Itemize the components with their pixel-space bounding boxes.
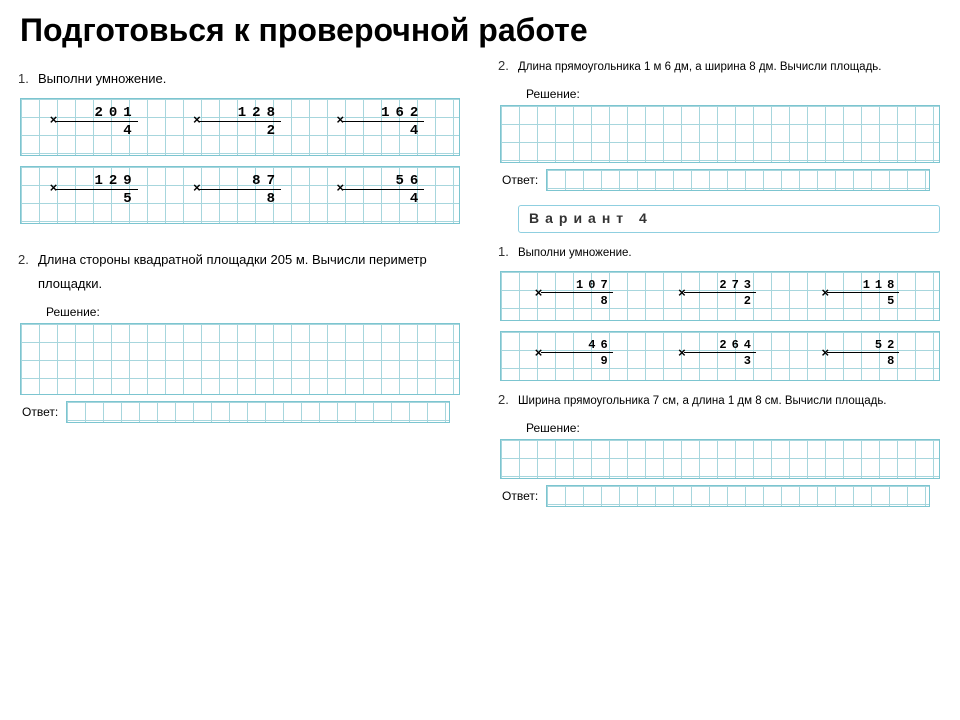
- mult-problem: × 128 2: [195, 103, 285, 143]
- task-number: 1.: [18, 71, 38, 86]
- mult-top: 52: [827, 338, 899, 352]
- answer-row: Ответ:: [502, 485, 950, 507]
- left-task1-line: 1. Выполни умножение.: [18, 67, 470, 92]
- solution-label: Решение:: [526, 87, 950, 101]
- mult-bot: 2: [199, 121, 281, 139]
- mult-problem: × 129 5: [52, 171, 142, 211]
- right-column: 2. Длина прямоугольника 1 м 6 дм, а шири…: [480, 49, 960, 719]
- task-text: Ширина прямоугольника 7 см, а длина 1 дм…: [518, 391, 887, 413]
- multiply-sign: ×: [678, 286, 686, 301]
- mult-top: 264: [684, 338, 756, 352]
- multiply-sign: ×: [50, 181, 58, 196]
- answer-grid[interactable]: [546, 169, 930, 191]
- mult-bot: 8: [199, 189, 281, 207]
- multiply-sign: ×: [535, 286, 543, 301]
- mult-top: 56: [342, 173, 424, 189]
- multiply-sign: ×: [535, 346, 543, 361]
- mult-top: 162: [342, 105, 424, 121]
- mult-bot: 5: [827, 292, 899, 308]
- solution-grid[interactable]: [500, 439, 940, 479]
- task-number: 2.: [18, 252, 38, 267]
- mult-problem: × 273 2: [680, 276, 760, 312]
- multiply-sign: ×: [821, 346, 829, 361]
- mult-bot: 3: [684, 352, 756, 368]
- mult-top: 87: [199, 173, 281, 189]
- left-mult-panel-1: × 201 4 × 128 2 × 162 4: [20, 98, 460, 156]
- mult-row: × 201 4 × 128 2 × 162 4: [21, 99, 459, 147]
- mult-bot: 4: [342, 189, 424, 207]
- mult-top: 201: [56, 105, 138, 121]
- mult-problem: × 52 8: [823, 336, 903, 372]
- content-columns: 1. Выполни умножение. × 201 4 × 128 2 × …: [0, 49, 960, 719]
- mult-row: × 129 5 × 87 8 × 56 4: [21, 167, 459, 215]
- variant-header: Вариант 4: [518, 205, 940, 233]
- mult-problem: × 87 8: [195, 171, 285, 211]
- mult-bot: 5: [56, 189, 138, 207]
- solution-grid[interactable]: [20, 323, 460, 395]
- answer-grid[interactable]: [546, 485, 930, 507]
- mult-top: 107: [541, 278, 613, 292]
- multiply-sign: ×: [193, 113, 201, 128]
- mult-bot: 2: [684, 292, 756, 308]
- mult-row: × 107 8 × 273 2 × 118 5: [501, 272, 939, 316]
- mult-problem: × 46 9: [537, 336, 617, 372]
- mult-bot: 4: [56, 121, 138, 139]
- task-text: Длина стороны квадратной площадки 205 м.…: [38, 248, 438, 297]
- solution-grid[interactable]: [500, 105, 940, 163]
- solution-label: Решение:: [46, 305, 470, 319]
- right-mult-panel-1: × 107 8 × 273 2 × 118 5: [500, 271, 940, 321]
- mult-problem: × 107 8: [537, 276, 617, 312]
- mult-problem: × 162 4: [338, 103, 428, 143]
- right-task1-line: 1. Выполни умножение.: [498, 243, 950, 265]
- answer-label: Ответ:: [502, 173, 538, 187]
- mult-bot: 9: [541, 352, 613, 368]
- task-text: Длина прямоугольника 1 м 6 дм, а ширина …: [518, 57, 881, 79]
- left-column: 1. Выполни умножение. × 201 4 × 128 2 × …: [0, 49, 480, 719]
- answer-row: Ответ:: [22, 401, 470, 423]
- mult-problem: × 118 5: [823, 276, 903, 312]
- multiply-sign: ×: [50, 113, 58, 128]
- answer-grid[interactable]: [66, 401, 450, 423]
- mult-bot: 4: [342, 121, 424, 139]
- mult-top: 118: [827, 278, 899, 292]
- right-task2-top-line: 2. Длина прямоугольника 1 м 6 дм, а шири…: [498, 57, 950, 79]
- multiply-sign: ×: [678, 346, 686, 361]
- variant-label: Вариант 4: [529, 210, 653, 226]
- mult-bot: 8: [827, 352, 899, 368]
- mult-top: 273: [684, 278, 756, 292]
- mult-top: 46: [541, 338, 613, 352]
- answer-row: Ответ:: [502, 169, 950, 191]
- right-mult-panel-2: × 46 9 × 264 3 × 52 8: [500, 331, 940, 381]
- left-task2-line: 2. Длина стороны квадратной площадки 205…: [18, 248, 470, 297]
- task-number: 1.: [498, 244, 518, 259]
- task-text: Выполни умножение.: [518, 243, 632, 265]
- multiply-sign: ×: [336, 181, 344, 196]
- multiply-sign: ×: [193, 181, 201, 196]
- page-title: Подготовься к проверочной работе: [0, 0, 960, 49]
- task-number: 2.: [498, 58, 518, 73]
- multiply-sign: ×: [821, 286, 829, 301]
- task-number: 2.: [498, 392, 518, 407]
- solution-label: Решение:: [526, 421, 950, 435]
- mult-top: 128: [199, 105, 281, 121]
- mult-bot: 8: [541, 292, 613, 308]
- right-task2-bot-line: 2. Ширина прямоугольника 7 см, а длина 1…: [498, 391, 950, 413]
- left-mult-panel-2: × 129 5 × 87 8 × 56 4: [20, 166, 460, 224]
- answer-label: Ответ:: [22, 405, 58, 419]
- multiply-sign: ×: [336, 113, 344, 128]
- task-text: Выполни умножение.: [38, 67, 166, 92]
- answer-label: Ответ:: [502, 489, 538, 503]
- mult-top: 129: [56, 173, 138, 189]
- mult-problem: × 56 4: [338, 171, 428, 211]
- mult-problem: × 201 4: [52, 103, 142, 143]
- mult-problem: × 264 3: [680, 336, 760, 372]
- mult-row: × 46 9 × 264 3 × 52 8: [501, 332, 939, 376]
